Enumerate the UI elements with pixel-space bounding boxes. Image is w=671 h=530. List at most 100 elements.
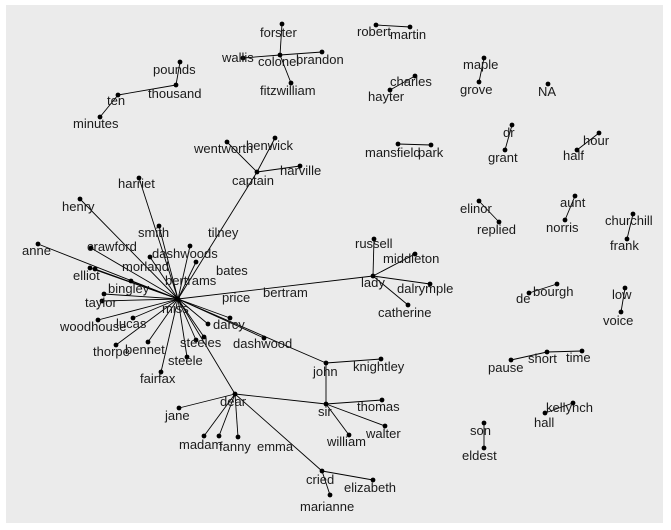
- node-label-aunt: aunt: [560, 195, 586, 210]
- node-short: [544, 349, 550, 355]
- edge-dear-fanny: [218, 393, 236, 437]
- node-label-morland: morland: [122, 259, 169, 274]
- node-bingley: [101, 291, 107, 297]
- node-bates: [193, 259, 199, 265]
- node-morland: [87, 265, 93, 271]
- node-colonel: [277, 52, 283, 58]
- node-label-bennet: bennet: [125, 342, 165, 357]
- node-thomas: [379, 397, 385, 403]
- node-pause: [508, 357, 514, 363]
- plot-panel: [6, 5, 663, 523]
- node-forster: [279, 21, 285, 27]
- node-label-emma: emma: [257, 439, 294, 454]
- node-label-dr: dr: [503, 125, 515, 140]
- edge-miss-dashwoods: [149, 256, 179, 300]
- edge-captain-harville: [256, 165, 301, 173]
- node-label-maple: maple: [463, 57, 498, 72]
- node-label-half: half: [563, 148, 584, 163]
- node-robert: [373, 22, 379, 28]
- node-smith: [156, 223, 162, 229]
- edge-cried-elizabeth: [321, 470, 374, 481]
- node-walter: [382, 423, 388, 429]
- edge-churchill-frank: [626, 213, 634, 240]
- node-steeles: [193, 337, 199, 343]
- node-label-time: time: [566, 350, 591, 365]
- node-label-miss: miss: [162, 301, 189, 316]
- node-wallis: [240, 55, 246, 61]
- node-norris: [562, 217, 568, 223]
- edge-lady-catherine: [372, 275, 409, 306]
- node-wentworth: [224, 139, 230, 145]
- node-label-forster: forster: [260, 25, 298, 40]
- edge-miss-dashwood: [177, 298, 205, 338]
- node-darcy: [205, 321, 211, 327]
- node-label-ten: ten: [107, 93, 125, 108]
- node-half: [574, 147, 580, 153]
- edge-captain-wentworth: [226, 141, 258, 173]
- node-label-voice: voice: [603, 313, 633, 328]
- node-sir: [323, 401, 329, 407]
- node-dalrymple: [427, 281, 433, 287]
- edge-miss-dear: [177, 298, 236, 395]
- edge-kellynch-hall: [544, 402, 574, 414]
- node-son: [481, 420, 487, 426]
- node-label-elizabeth: elizabeth: [344, 480, 396, 495]
- node-label-dashwood: dashwood: [233, 336, 292, 351]
- node-label-grove: grove: [460, 82, 493, 97]
- edge-colonel-forster: [279, 23, 283, 56]
- node-label-fanny: fanny: [219, 439, 251, 454]
- edge-miss-fairfax: [160, 298, 179, 373]
- node-martin: [407, 24, 413, 30]
- edge-miss-john: [177, 298, 327, 364]
- node-price: [227, 315, 233, 321]
- edge-sir-thomas: [325, 399, 383, 405]
- node-fanny: [216, 433, 222, 439]
- node-label-NA: NA: [538, 84, 556, 99]
- node-frank: [624, 236, 630, 242]
- node-label-martin: martin: [390, 27, 426, 42]
- node-label-lady: lady: [361, 275, 385, 290]
- node-john: [323, 360, 329, 366]
- node-label-hall: hall: [534, 415, 554, 430]
- node-hayter: [387, 87, 393, 93]
- node-steele: [184, 354, 190, 360]
- node-tilney: [187, 243, 193, 249]
- node-knightley: [378, 356, 384, 362]
- node-replied: [496, 219, 502, 225]
- node-jane: [176, 405, 182, 411]
- node-label-cried: cried: [306, 472, 334, 487]
- node-label-dear: dear: [220, 394, 247, 409]
- edge-miss-tilney: [177, 245, 191, 300]
- edge-low-voice: [620, 287, 626, 313]
- edge-mansfield-park: [397, 143, 432, 146]
- node-henry: [77, 196, 83, 202]
- edge-aunt-norris: [564, 195, 576, 221]
- node-kellynch: [570, 400, 576, 406]
- edge-colonel-brandon: [279, 51, 323, 56]
- edge-sir-walter: [325, 403, 386, 427]
- node-label-robert: robert: [357, 24, 391, 39]
- edge-lady-middleton: [372, 253, 416, 277]
- node-anne: [35, 241, 41, 247]
- node-eldest: [481, 445, 487, 451]
- node-label-taylor: taylor: [85, 295, 117, 310]
- node-label-pause: pause: [488, 360, 523, 375]
- node-label-low: low: [612, 287, 632, 302]
- node-grant: [502, 147, 508, 153]
- node-label-steeles: steeles: [180, 335, 222, 350]
- edge-miss-thorpe: [115, 298, 179, 346]
- node-label-harriet: harriet: [118, 176, 155, 191]
- edge-miss-harriet: [138, 177, 179, 300]
- node-time: [579, 348, 585, 354]
- node-minutes: [97, 114, 103, 120]
- node-middleton: [412, 251, 418, 257]
- node-label-madam: madam: [179, 437, 222, 452]
- node-cried: [319, 468, 325, 474]
- edge-robert-martin: [375, 24, 411, 28]
- node-marianne: [327, 492, 333, 498]
- node-churchill: [630, 211, 636, 217]
- edge-hour-half: [576, 132, 600, 151]
- node-label-tilney: tilney: [208, 225, 239, 240]
- node-label-bates: bates: [216, 263, 248, 278]
- node-fitzwilliam: [288, 80, 294, 86]
